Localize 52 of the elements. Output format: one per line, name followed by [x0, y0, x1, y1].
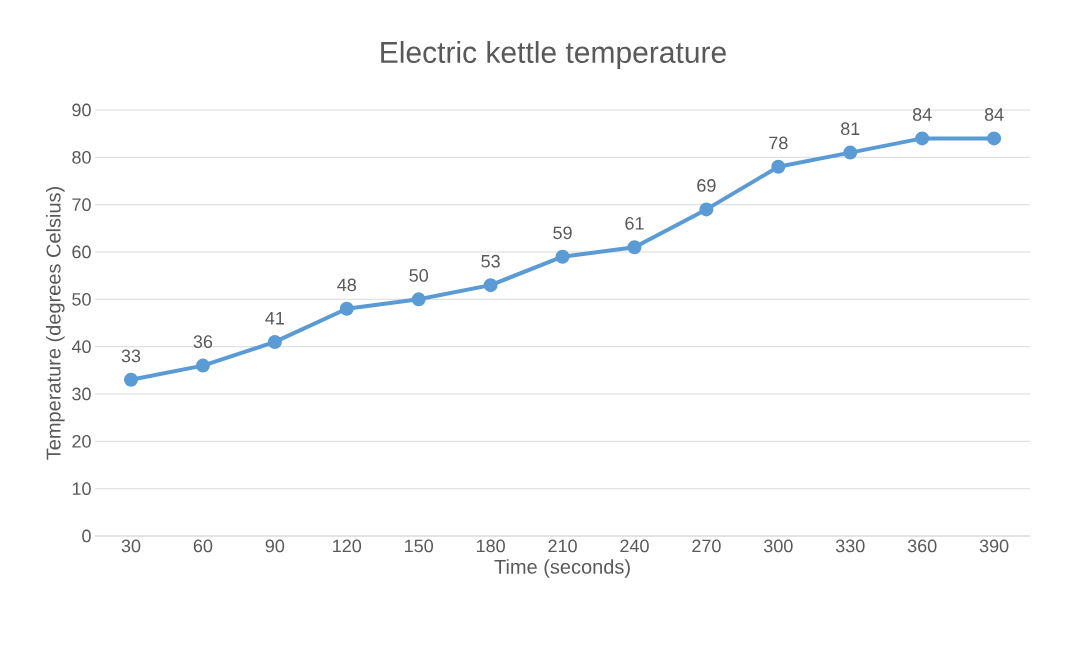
- data-label: 48: [337, 278, 357, 292]
- point: [915, 131, 930, 146]
- point: [124, 372, 138, 387]
- x-tick-label: 150: [405, 539, 434, 553]
- y-tick-label: 10: [72, 482, 91, 496]
- x-tick-label: 390: [979, 539, 1009, 553]
- point: [267, 334, 282, 349]
- x-tick-label: 120: [333, 539, 362, 553]
- point: [699, 202, 714, 217]
- data-label: 78: [769, 136, 788, 150]
- point: [843, 145, 858, 160]
- x-tick-label: 270: [692, 539, 721, 553]
- point: [195, 358, 210, 373]
- x-tick-label: 210: [548, 539, 577, 553]
- x-axis-title: Time (seconds): [494, 559, 630, 578]
- y-tick-label: 80: [72, 150, 91, 164]
- data-label: 69: [697, 179, 716, 192]
- data-label: 50: [409, 269, 429, 282]
- x-tick-label: 30: [121, 539, 141, 553]
- x-tick-label: 60: [193, 539, 213, 553]
- y-tick-label: 60: [72, 245, 91, 259]
- point: [555, 249, 570, 264]
- data-label: 59: [553, 226, 572, 240]
- y-axis-title: Temperature (degrees Celsius): [45, 187, 65, 460]
- x-tick-label: 240: [620, 539, 649, 553]
- point: [987, 131, 1002, 146]
- data-label: 53: [481, 254, 500, 268]
- data-label: 36: [193, 335, 213, 349]
- x-tick-label: 330: [835, 539, 865, 553]
- x-tick-label: 180: [476, 539, 505, 553]
- x-tick-label: 360: [907, 539, 937, 553]
- chart-title: Electric kettle temperature: [381, 41, 726, 69]
- point: [771, 159, 786, 174]
- y-tick-label: 0: [82, 529, 91, 543]
- x-tick-label: 300: [763, 539, 793, 553]
- point: [483, 278, 498, 293]
- data-label: 33: [121, 349, 141, 363]
- y-tick-label: 30: [72, 387, 91, 401]
- y-tick-label: 50: [72, 292, 91, 306]
- data-label: 61: [625, 216, 644, 230]
- point: [411, 292, 426, 307]
- data-label: 81: [841, 122, 860, 136]
- y-tick-label: 40: [71, 340, 91, 354]
- data-label: 41: [265, 312, 284, 325]
- x-tick-label: 90: [265, 539, 285, 553]
- point: [627, 240, 642, 255]
- data-label: 84: [912, 108, 932, 121]
- data-label: 84: [984, 108, 1004, 121]
- y-tick-label: 90: [72, 103, 91, 117]
- point: [339, 301, 354, 316]
- y-tick-label: 20: [72, 434, 91, 448]
- y-tick-label: 70: [72, 198, 91, 212]
